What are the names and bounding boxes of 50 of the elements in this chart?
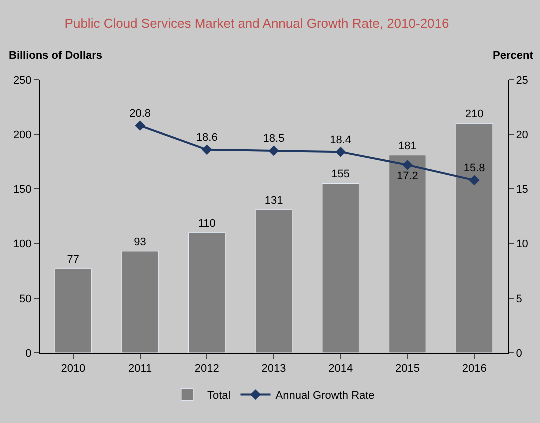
- y-tick-label: 200: [13, 129, 32, 142]
- y2-tick-label: 10: [516, 238, 528, 251]
- x-tick-label: 2014: [328, 363, 354, 376]
- y-axis-title: Billions of Dollars: [9, 50, 103, 62]
- point: [268, 146, 280, 156]
- y-tick-label: 150: [13, 184, 32, 196]
- x-tick-label: 2016: [462, 363, 487, 376]
- data-label: 15.8: [464, 162, 486, 175]
- y2-tick-label: 25: [516, 74, 528, 87]
- chart-title: Public Cloud Services Market and Annual Growth Rate, 2010-2016: [64, 16, 450, 32]
- data-label: 93: [134, 236, 146, 248]
- bar: [54, 268, 92, 353]
- data-label: 17.2: [397, 170, 418, 182]
- point: [135, 120, 146, 132]
- bar: [322, 183, 360, 353]
- bar: [255, 210, 293, 353]
- legend-label: Total: [208, 390, 231, 402]
- y2-axis-title: Percent: [493, 50, 534, 62]
- y2-tick-label: 15: [516, 184, 528, 196]
- data-label: 181: [398, 140, 417, 152]
- data-label: 155: [332, 168, 350, 181]
- x-tick-label: 2011: [128, 363, 152, 376]
- data-label: 210: [465, 108, 484, 121]
- data-label: 20.8: [130, 108, 151, 120]
- x-tick-label: 2015: [395, 363, 420, 376]
- y-tick-label: 50: [20, 293, 32, 306]
- data-label: 18.4: [330, 134, 352, 146]
- bar: [389, 155, 426, 353]
- legend-label: Annual Growth Rate: [276, 390, 375, 402]
- point: [336, 146, 346, 158]
- y2-tick-label: 5: [516, 293, 522, 306]
- y-tick-label: 0: [26, 348, 32, 360]
- bar: [188, 232, 226, 353]
- data-label: 110: [198, 218, 216, 230]
- x-tick-label: 2013: [262, 363, 286, 376]
- point: [402, 160, 413, 170]
- data-label: 131: [264, 194, 284, 207]
- bar: [456, 123, 494, 353]
- point: [202, 144, 212, 156]
- y2-tick-label: 20: [516, 129, 528, 142]
- y-tick-label: 100: [13, 238, 32, 251]
- y2-tick-label: 0: [516, 348, 522, 360]
- x-tick-label: 2012: [194, 363, 220, 376]
- x-tick-label: 2010: [61, 363, 86, 376]
- data-label: 77: [67, 254, 80, 266]
- data-label: 18.5: [263, 133, 285, 146]
- y-tick-label: 250: [13, 74, 32, 87]
- point: [469, 175, 480, 186]
- data-label: 18.6: [196, 132, 218, 144]
- bar: [122, 251, 159, 353]
